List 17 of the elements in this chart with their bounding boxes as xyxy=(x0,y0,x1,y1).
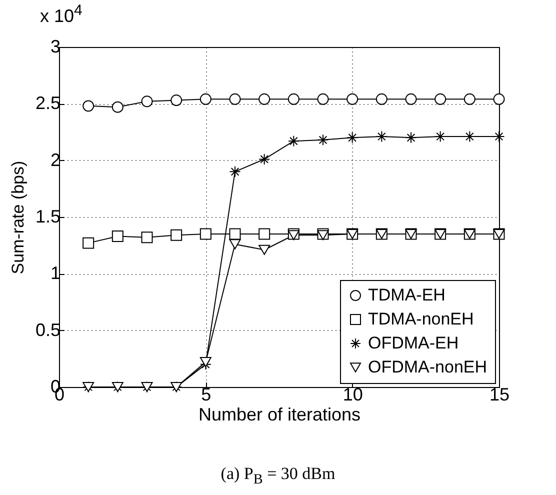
x-tick-label: 15 xyxy=(489,384,510,404)
y-tick-label: 1 xyxy=(50,263,60,284)
text: x 10$^{4}$ xyxy=(40,2,82,27)
x-tick-label: 5 xyxy=(201,384,212,404)
legend-label: OFDMA-nonEH xyxy=(368,358,488,376)
x-tick-label: 10 xyxy=(342,384,363,404)
x-axis-title: Number of iterations xyxy=(198,404,361,424)
legend-label: OFDMA-EH xyxy=(368,334,459,352)
y-tick-label: 3 xyxy=(50,36,60,56)
legend-label: TDMA-EH xyxy=(368,286,446,304)
y-tick-label: 1.5 xyxy=(35,206,60,226)
y-tick-label: 2 xyxy=(50,150,60,170)
y-axis-title: Sum-rate (bps) xyxy=(8,160,28,274)
y-tick-label: 0.5 xyxy=(35,320,60,340)
y-tick-label: 2.5 xyxy=(35,93,60,114)
text: (a) P$_{B}$ = 30 dBm xyxy=(220,464,336,488)
legend-label: TDMA-nonEH xyxy=(368,310,474,328)
